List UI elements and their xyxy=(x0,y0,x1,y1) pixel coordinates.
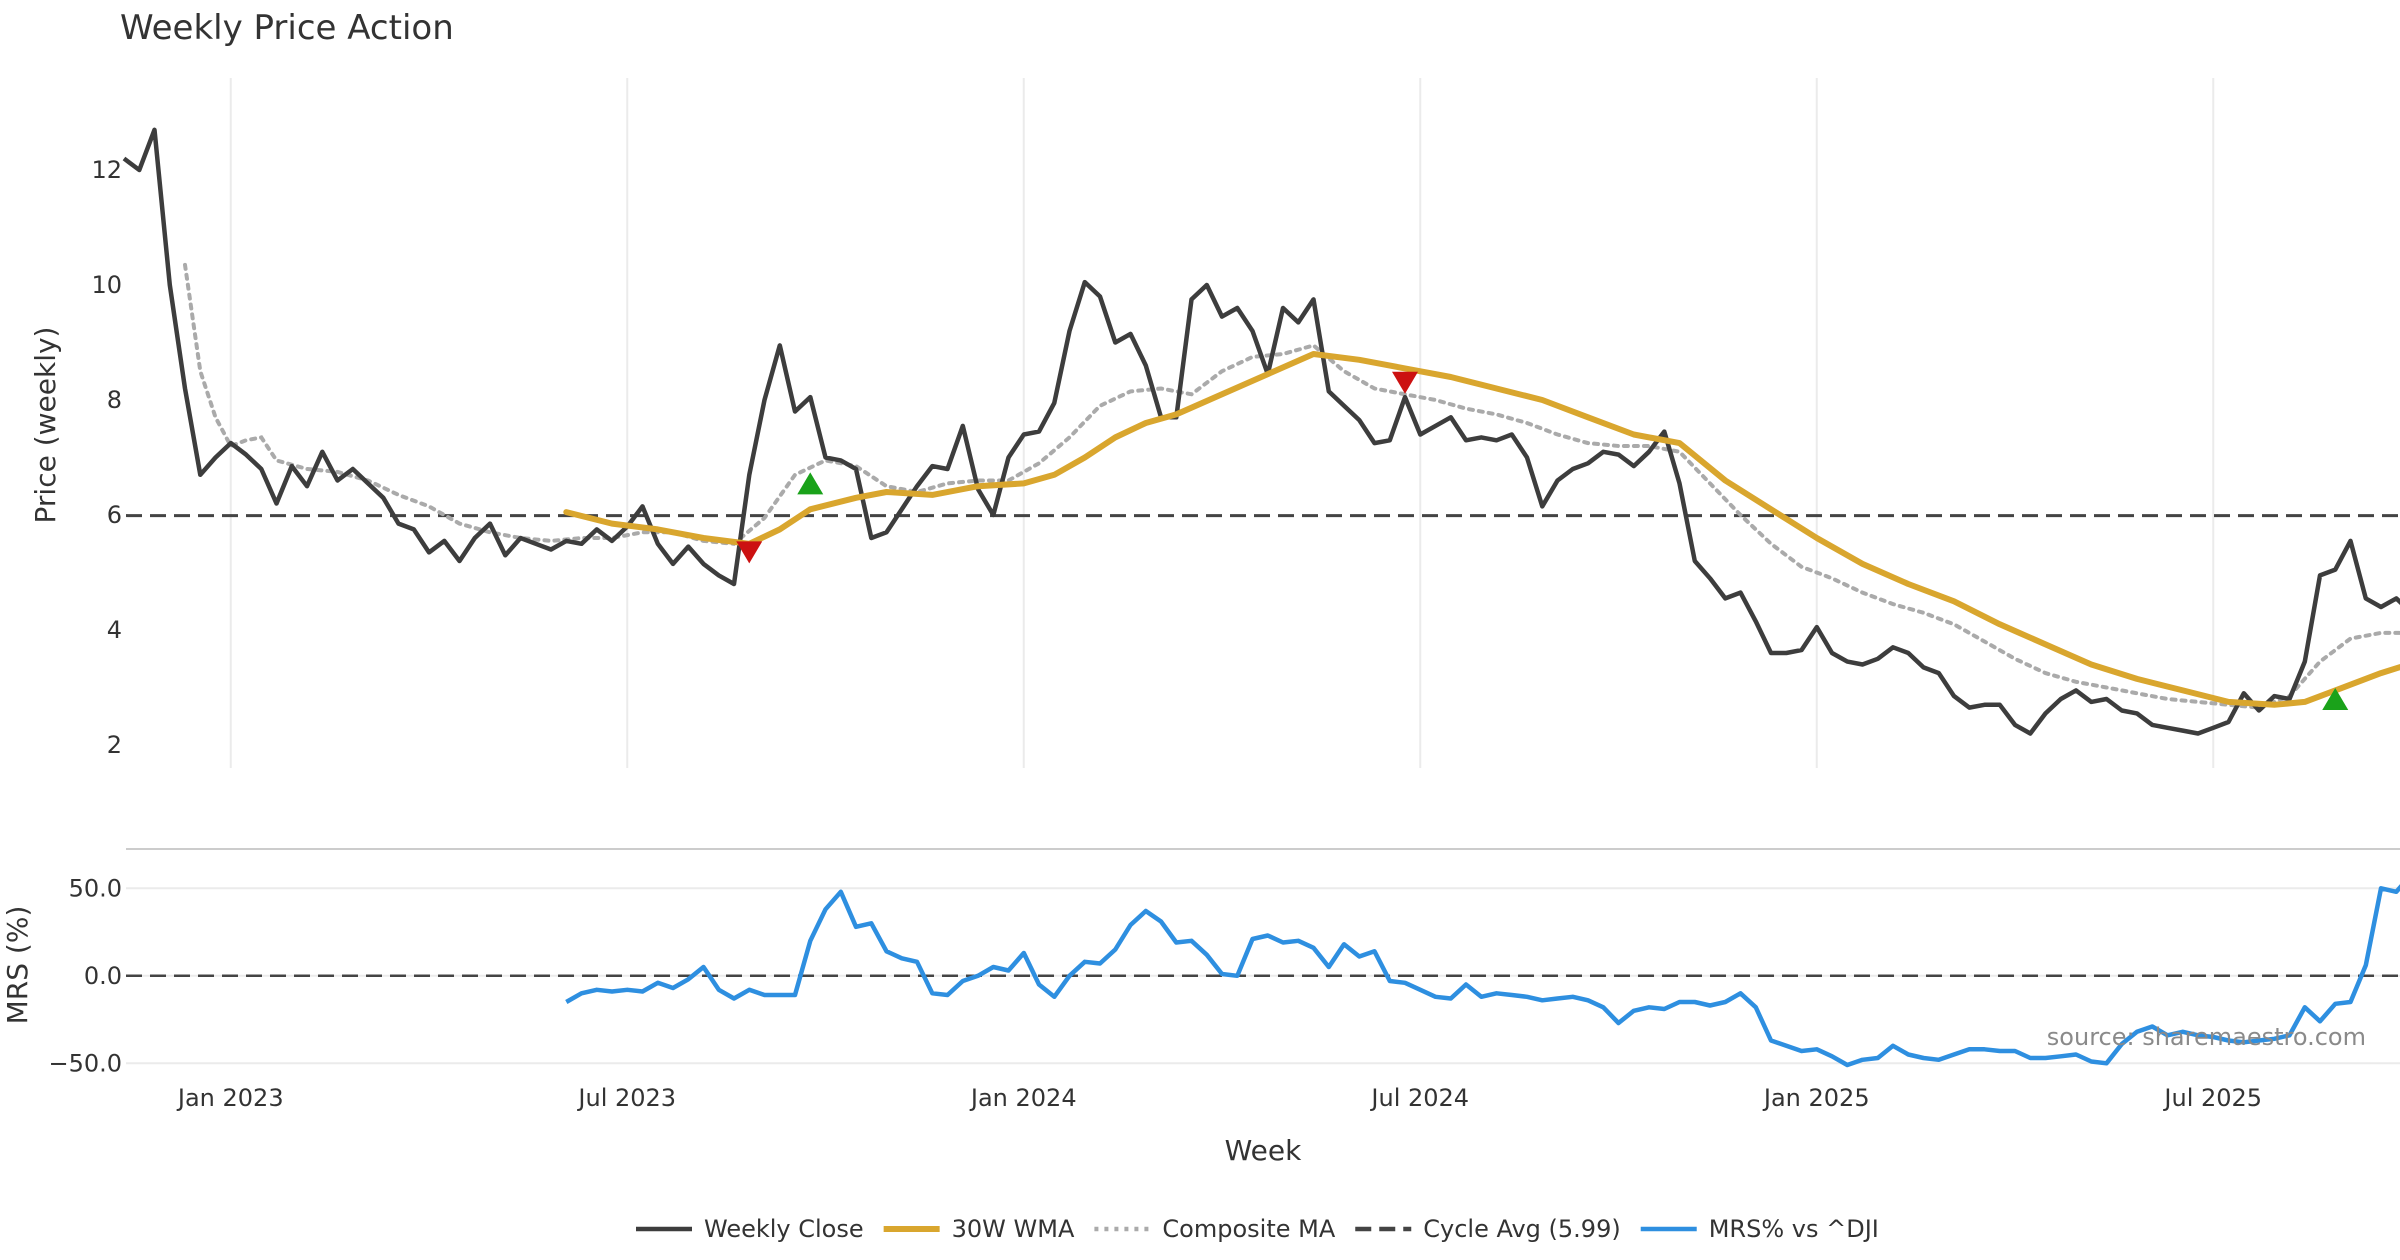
x-tick-label: Jul 2023 xyxy=(576,1084,676,1112)
legend: Weekly Close 30W WMA Composite MA Cycle Avg… xyxy=(636,1215,1879,1243)
price-gridlines xyxy=(229,78,2215,768)
legend-label-close: Weekly Close xyxy=(704,1215,864,1243)
price-series-layer xyxy=(122,127,2400,736)
sell-signal-marker xyxy=(1392,371,1418,394)
x-axis-label: Week xyxy=(1225,1134,1302,1167)
mrs-y-ticks: −50.0 0.0 50.0 xyxy=(48,874,122,1077)
price-y-ticks: 2 4 6 8 10 12 xyxy=(91,156,122,759)
legend-label-composite: Composite MA xyxy=(1162,1215,1335,1243)
composite-ma-line xyxy=(183,262,2400,710)
sell-signal-marker xyxy=(736,541,763,564)
x-tick-label: Jan 2023 xyxy=(176,1084,284,1112)
price-y-axis-label: Price (weekly) xyxy=(29,327,62,524)
weekly-close-line xyxy=(122,127,2400,736)
x-tick-label: Jan 2025 xyxy=(1762,1084,1870,1112)
price-panel: 2 4 6 8 10 12 Price (weekly) xyxy=(29,78,2400,768)
price-y-tick-label: 12 xyxy=(91,156,122,184)
legend-label-mrs: MRS% vs ^DJI xyxy=(1709,1215,1879,1243)
legend-label-wma: 30W WMA xyxy=(952,1215,1075,1243)
signal-markers xyxy=(736,371,2349,710)
price-y-tick-label: 6 xyxy=(107,501,122,529)
mrs-series-layer xyxy=(126,884,2400,1068)
mrs-y-tick-label: 50.0 xyxy=(69,874,122,902)
price-y-tick-label: 2 xyxy=(107,731,122,759)
legend-label-cycle: Cycle Avg (5.99) xyxy=(1423,1215,1620,1243)
chart-title: Weekly Price Action xyxy=(120,8,454,48)
x-tick-label: Jul 2024 xyxy=(1369,1084,1469,1112)
price-y-tick-label: 10 xyxy=(91,271,122,299)
mrs-y-tick-label: 0.0 xyxy=(84,962,122,990)
price-y-tick-label: 4 xyxy=(107,616,122,644)
x-tick-label: Jan 2024 xyxy=(969,1084,1077,1112)
wma-30w-line xyxy=(563,351,2400,708)
buy-signal-marker xyxy=(2322,688,2349,710)
x-axis-ticks: Jan 2023 Jul 2023 Jan 2024 Jul 2024 Jan 2025… xyxy=(176,1084,2262,1112)
mrs-line xyxy=(565,884,2400,1068)
mrs-y-axis-label: MRS (%) xyxy=(1,906,34,1025)
buy-signal-marker xyxy=(797,472,824,495)
mrs-y-tick-label: −50.0 xyxy=(48,1049,122,1077)
price-y-tick-label: 8 xyxy=(107,386,122,414)
x-tick-label: Jul 2025 xyxy=(2162,1084,2262,1112)
mrs-panel: −50.0 0.0 50.0 MRS (%) source: sharemaestr… xyxy=(1,874,2400,1077)
source-note: source: sharemaestro.com xyxy=(2047,1023,2366,1051)
